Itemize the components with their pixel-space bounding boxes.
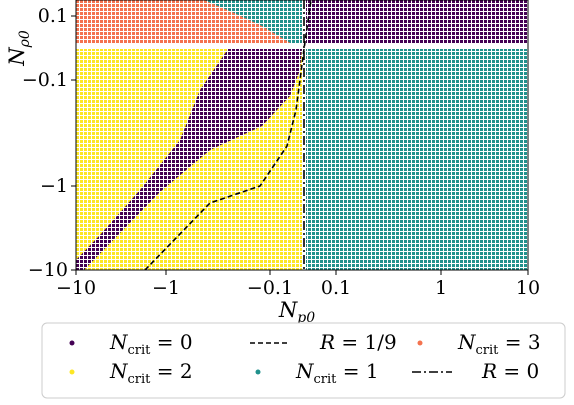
y-tick-label: 0.1 <box>38 5 68 27</box>
legend-item: Ncrit = 0 <box>69 330 193 358</box>
region-ncrit-1-wedge <box>204 0 302 44</box>
legend-item: R = 1/9 <box>250 330 397 354</box>
x-ticks <box>75 270 529 275</box>
y-axis-label: Nρ0 <box>5 30 33 67</box>
legend-item: Ncrit = 2 <box>69 359 193 387</box>
legend-marker <box>417 340 423 346</box>
legend-marker <box>69 340 75 346</box>
legend-label: Ncrit = 1 <box>295 359 379 387</box>
x-tick-label: 1 <box>435 277 447 299</box>
region-ncrit-0-upper <box>306 0 528 44</box>
x-tick-label: −1 <box>152 277 180 299</box>
legend-marker <box>69 369 75 375</box>
legend-item: R = 0 <box>412 359 539 383</box>
y-tick-labels: 0.1 −0.1 −1 −10 <box>22 5 68 281</box>
x-tick-label: 0.1 <box>321 277 351 299</box>
legend-box <box>41 322 566 399</box>
y-tick-label: −1 <box>40 175 68 197</box>
region-ncrit-1-lower <box>306 49 528 270</box>
legend-label: Ncrit = 2 <box>109 359 193 387</box>
x-tick-labels: −10 −1 −0.1 0.1 1 10 <box>56 277 540 299</box>
y-tick-label: −10 <box>28 259 68 281</box>
x-tick-label: −0.1 <box>247 277 293 299</box>
legend-marker <box>255 369 261 375</box>
legend-item: Ncrit = 1 <box>255 359 379 387</box>
legend-label: Ncrit = 3 <box>457 330 541 358</box>
region-ncrit-0-band <box>76 49 302 270</box>
x-tick-label: 10 <box>516 277 540 299</box>
legend-label: R = 0 <box>481 359 539 383</box>
y-tick-label: −0.1 <box>22 69 68 91</box>
x-axis-label: Np0 <box>278 298 315 326</box>
x-tick-label: −10 <box>56 277 96 299</box>
legend-item: Ncrit = 3 <box>417 330 541 358</box>
curve-r-1-9 <box>144 0 312 271</box>
plot-frame <box>75 0 529 271</box>
y-ticks <box>71 15 76 271</box>
legend-label: Ncrit = 0 <box>109 330 193 358</box>
legend-label: R = 1/9 <box>319 330 397 354</box>
